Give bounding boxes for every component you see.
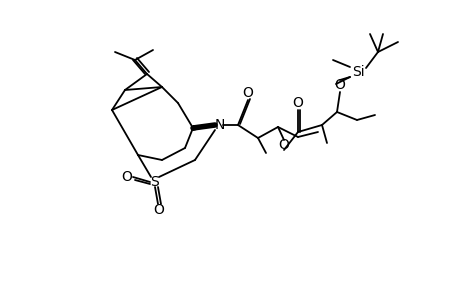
Text: O: O [292,96,303,110]
Text: O: O [334,78,345,92]
Text: S: S [150,175,159,189]
Text: Si: Si [351,65,364,79]
Text: O: O [121,170,132,184]
Text: O: O [278,138,289,152]
Polygon shape [193,125,214,131]
Text: N: N [214,118,225,132]
Text: O: O [242,86,253,100]
Text: O: O [153,203,164,217]
